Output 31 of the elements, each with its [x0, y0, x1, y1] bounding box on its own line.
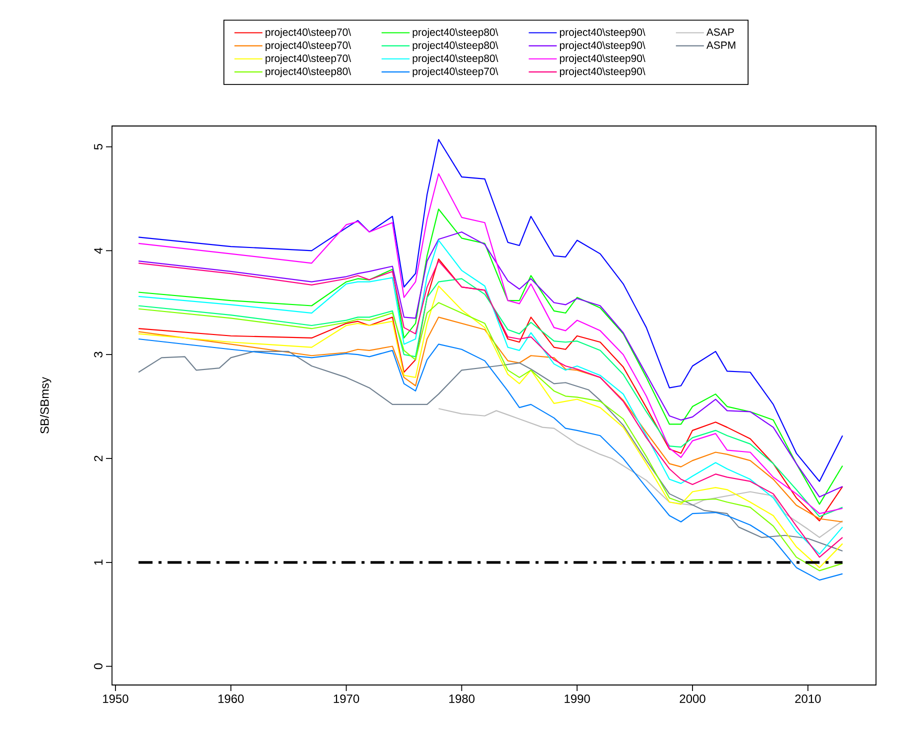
legend-label: project40\steep80\ — [412, 54, 498, 64]
legend-label: project40\steep80\ — [412, 28, 498, 38]
y-tick-label: 0 — [94, 663, 102, 670]
line-series — [138, 138, 844, 482]
y-tick-label: 2 — [94, 456, 102, 462]
legend-label: project40\steep90\ — [560, 67, 646, 78]
x-tick-label: 1970 — [334, 694, 360, 703]
legend-label: project40\steep70\ — [266, 54, 352, 64]
legend-label: project40\steep90\ — [560, 28, 646, 38]
y-tick-label: 3 — [94, 352, 102, 358]
legend-label: project40\steep80\ — [412, 41, 498, 52]
y-tick-label: 5 — [94, 144, 102, 150]
x-tick-label: 2010 — [795, 694, 821, 703]
legend-label: ASPM — [706, 41, 736, 49]
legend-label: project40\steep90\ — [560, 54, 646, 64]
line-series — [138, 338, 844, 581]
y-axis-title: SB/SBmsy — [40, 376, 52, 434]
x-tick-label: 1960 — [218, 694, 244, 703]
x-tick-label: 2000 — [680, 694, 706, 703]
line-series — [138, 350, 844, 552]
legend-label: project40\steep70\ — [266, 28, 352, 38]
legend-label: project40\steep80\ — [266, 67, 352, 78]
legend-label: project40\steep90\ — [560, 41, 646, 52]
legend-label: ASAP — [706, 28, 734, 36]
x-tick-label: 1990 — [564, 694, 590, 703]
y-tick-label: 1 — [94, 560, 102, 565]
y-tick-label: 4 — [94, 248, 102, 254]
x-tick-label: 1980 — [449, 694, 475, 703]
x-tick-label: 1950 — [103, 694, 128, 703]
legend-label: project40\steep70\ — [266, 41, 352, 52]
legend-label: project40\steep70\ — [412, 67, 498, 78]
